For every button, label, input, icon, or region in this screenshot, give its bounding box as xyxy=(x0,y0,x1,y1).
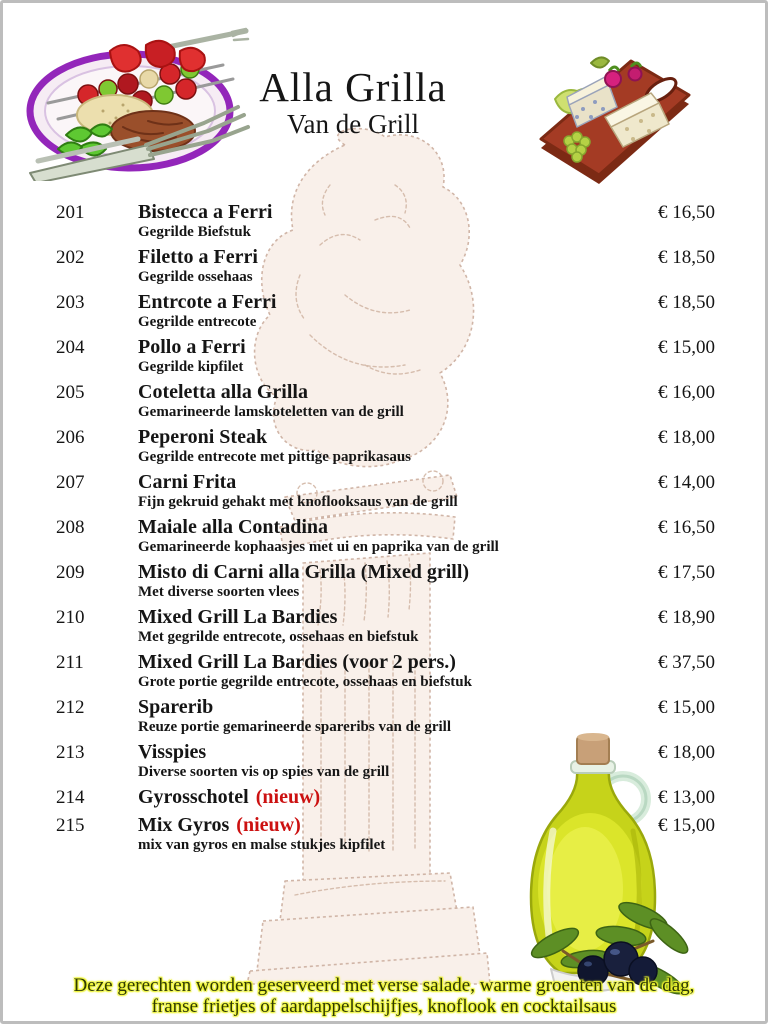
item-price: € 15,00 xyxy=(658,697,715,718)
menu-item-row: 205 Coteletta alla Grilla Gemarineerde l… xyxy=(56,380,733,421)
item-description: Gegrilde Biefstuk xyxy=(138,224,251,240)
page-subtitle: Van de Grill xyxy=(287,109,419,139)
item-number: 204 xyxy=(56,337,85,358)
item-name: Bistecca a Ferri xyxy=(138,201,273,223)
item-description: Gemarineerde lamskoteletten van de grill xyxy=(138,404,404,420)
item-name: Mixed Grill La Bardies (voor 2 pers.) xyxy=(138,651,456,673)
menu-item-row: 215 Mix Gyros (nieuw) mix van gyros en ma… xyxy=(56,813,733,854)
menu-item-row: 209 Misto di Carni alla Grilla (Mixed gr… xyxy=(56,560,733,601)
item-description: Gegrilde entrecote xyxy=(138,314,257,330)
item-price: € 18,50 xyxy=(658,247,715,268)
item-name: Sparerib xyxy=(138,696,214,718)
menu-item-row: 210 Mixed Grill La Bardies Met gegrilde … xyxy=(56,605,733,646)
item-description: Fijn gekruid gehakt met knoflooksaus van… xyxy=(138,494,458,510)
item-description: Grote portie gegrilde entrecote, ossehaa… xyxy=(138,674,472,690)
olive-oil-bottle-icon xyxy=(493,731,693,1011)
salad-plate-icon xyxy=(18,23,253,186)
item-description: Gegrilde entrecote met pittige paprikasa… xyxy=(138,449,412,465)
item-number: 202 xyxy=(56,247,85,268)
item-description: Reuze portie gemarineerde spareribs van … xyxy=(138,719,451,735)
item-description: mix van gyros en malse stukjes kipfilet xyxy=(138,837,386,853)
footer-note: Deze gerechten worden geserveerd met ver… xyxy=(28,975,740,1017)
menu-item-row: 206 Peperoni Steak Gegrilde entrecote me… xyxy=(56,425,733,466)
item-description: Gegrilde ossehaas xyxy=(138,269,253,285)
item-description: Gegrilde kipfilet xyxy=(138,359,244,375)
footer-note-line1: Deze gerechten worden geserveerd met ver… xyxy=(73,975,695,996)
item-name: Visspies xyxy=(138,741,207,763)
item-number: 215 xyxy=(56,815,85,836)
item-number: 212 xyxy=(56,697,85,718)
menu-item-row: 213 Visspies Diverse soorten vis op spie… xyxy=(56,740,733,781)
item-price: € 37,50 xyxy=(658,652,715,673)
menu-item-row: 212 Sparerib Reuze portie gemarineerde s… xyxy=(56,695,733,736)
menu-item-row: 204 Pollo a Ferri Gegrilde kipfilet € 15… xyxy=(56,335,733,376)
item-name: Peperoni Steak xyxy=(138,426,268,448)
page-title: Alla Grilla xyxy=(259,64,447,110)
item-description: Diverse soorten vis op spies van de gril… xyxy=(138,764,390,780)
item-number: 213 xyxy=(56,742,85,763)
item-price: € 17,50 xyxy=(658,562,715,583)
header: Alla Grilla Van de Grill xyxy=(225,65,481,139)
item-name: Mixed Grill La Bardies xyxy=(138,606,338,628)
item-name: Carni Frita xyxy=(138,471,237,493)
item-name: Entrcote a Ferri xyxy=(138,291,277,313)
roman-column-watermark-icon xyxy=(225,125,505,990)
item-name: Gyrosschotel xyxy=(138,786,249,808)
item-new-badge: (nieuw) xyxy=(255,786,321,808)
item-description: Gemarineerde kophaasjes met ui en paprik… xyxy=(138,539,499,555)
item-name: Filetto a Ferri xyxy=(138,246,258,268)
item-name: Mix Gyros xyxy=(138,814,230,836)
item-name: Maiale alla Contadina xyxy=(138,516,329,538)
item-price: € 16,00 xyxy=(658,382,715,403)
menu-item-row: 208 Maiale alla Contadina Gemarineerde k… xyxy=(56,515,733,556)
item-number: 206 xyxy=(56,427,85,448)
item-new-badge: (nieuw) xyxy=(236,814,301,836)
item-number: 211 xyxy=(56,652,84,673)
footer-note-line2: franse frietjes of aardappelschijfjes, k… xyxy=(151,996,617,1017)
menu-item-row: 214 Gyrosschotel (nieuw) € 13,00 xyxy=(56,785,733,809)
menu-list: 201 Bistecca a Ferri Gegrilde Biefstuk €… xyxy=(56,200,733,858)
item-price: € 13,00 xyxy=(658,787,715,808)
item-number: 201 xyxy=(56,202,85,223)
item-price: € 14,00 xyxy=(658,472,715,493)
item-price: € 15,00 xyxy=(658,815,715,836)
item-number: 208 xyxy=(56,517,85,538)
menu-item-row: 211 Mixed Grill La Bardies (voor 2 pers.… xyxy=(56,650,733,691)
item-number: 203 xyxy=(56,292,85,313)
menu-item-row: 201 Bistecca a Ferri Gegrilde Biefstuk €… xyxy=(56,200,733,241)
item-number: 209 xyxy=(56,562,85,583)
item-price: € 16,50 xyxy=(658,517,715,538)
item-price: € 18,00 xyxy=(658,427,715,448)
item-name: Misto di Carni alla Grilla (Mixed grill) xyxy=(138,561,470,583)
cheese-board-icon xyxy=(511,47,706,197)
item-number: 207 xyxy=(56,472,85,493)
item-price: € 18,50 xyxy=(658,292,715,313)
menu-item-row: 202 Filetto a Ferri Gegrilde ossehaas € … xyxy=(56,245,733,286)
item-description: Met gegrilde entrecote, ossehaas en bief… xyxy=(138,629,419,645)
item-name: Coteletta alla Grilla xyxy=(138,381,308,403)
item-number: 214 xyxy=(56,787,85,808)
item-name: Pollo a Ferri xyxy=(138,336,246,358)
item-number: 205 xyxy=(56,382,85,403)
item-number: 210 xyxy=(56,607,85,628)
menu-item-row: 203 Entrcote a Ferri Gegrilde entrecote … xyxy=(56,290,733,331)
item-price: € 16,50 xyxy=(658,202,715,223)
item-description: Met diverse soorten vlees xyxy=(138,584,300,600)
item-price: € 15,00 xyxy=(658,337,715,358)
menu-item-row: 207 Carni Frita Fijn gekruid gehakt met … xyxy=(56,470,733,511)
item-price: € 18,00 xyxy=(658,742,715,763)
item-price: € 18,90 xyxy=(658,607,715,628)
